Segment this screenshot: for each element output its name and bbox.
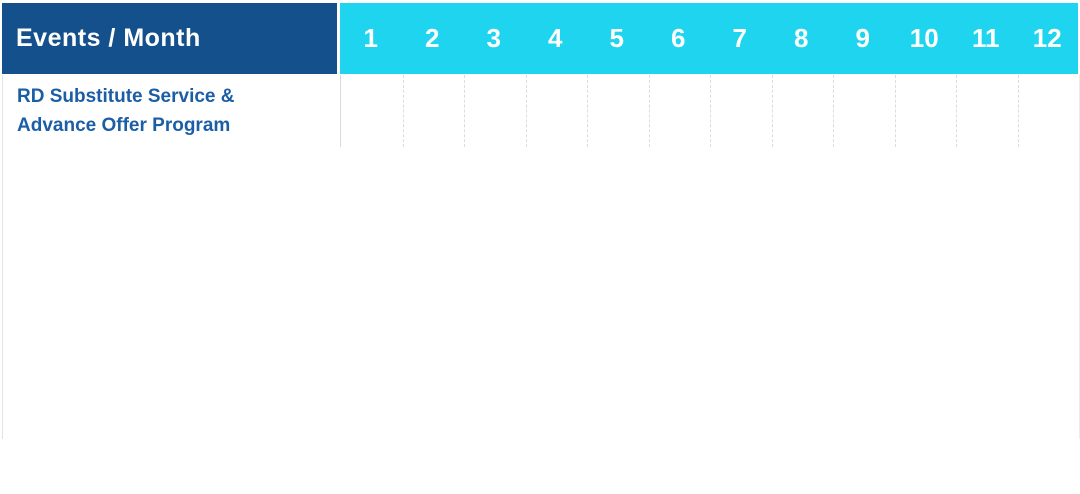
schedule-table-body: RD Substitute Service & Advance Offer Pr… (2, 75, 1080, 439)
month-gridline (402, 75, 404, 147)
month-header-row: 1 2 3 4 5 6 7 8 9 10 11 12 (340, 3, 1078, 74)
row-label: RD Substitute Service & Advance Offer Pr… (3, 75, 341, 147)
month-gridline (587, 75, 588, 147)
month-gridline (956, 75, 957, 147)
month-gridline (525, 75, 527, 147)
month-gridline (894, 75, 896, 147)
month-header-cell: 6 (671, 23, 686, 53)
month-header-cell: 9 (855, 23, 870, 53)
month-gridline (833, 75, 834, 147)
row-chart-area (341, 75, 1079, 147)
month-header-cell: 7 (732, 23, 747, 53)
month-header-cell: 12 (1032, 23, 1062, 53)
month-header-cell: 2 (425, 23, 440, 53)
events-month-header: Events / Month (2, 3, 337, 74)
month-header-cell: 3 (486, 23, 501, 53)
month-gridline (710, 75, 711, 147)
month-gridline (771, 75, 773, 147)
table-row: RD Substitute Service & Advance Offer Pr… (3, 75, 1079, 147)
month-gridline (648, 75, 650, 147)
month-header-cell: 5 (609, 23, 624, 53)
month-header-cell: 8 (794, 23, 809, 53)
month-header-cell: 4 (548, 23, 563, 53)
month-header-cell: 11 (972, 23, 1000, 53)
month-gridline (1017, 75, 1019, 147)
month-header-cell: 1 (363, 23, 378, 53)
month-gridline (464, 75, 465, 147)
month-header-cell: 10 (909, 23, 939, 53)
